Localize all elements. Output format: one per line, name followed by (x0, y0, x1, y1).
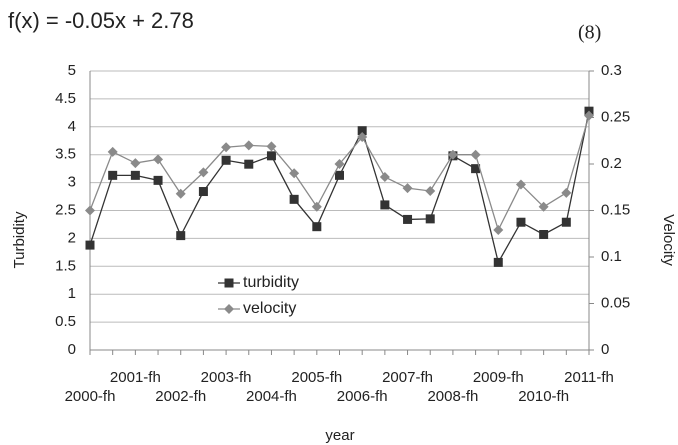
data-point (85, 205, 95, 216)
data-point (266, 151, 276, 161)
data-point (153, 154, 164, 165)
y2-tick-label: 0.15 (601, 201, 630, 218)
data-point (243, 140, 254, 151)
data-point (584, 110, 594, 121)
y2-tick-label: 0.25 (601, 108, 630, 125)
data-point (561, 217, 571, 227)
data-point (108, 170, 118, 180)
x-tick-label: 2007-fh (382, 369, 433, 386)
data-point (153, 175, 163, 185)
data-point (516, 217, 526, 227)
data-point (130, 158, 141, 169)
y2-tick-label: 0.2 (601, 155, 622, 172)
y-axis-label: Turbidity (11, 211, 28, 268)
y2-tick-label: 0.1 (601, 248, 622, 265)
data-point (425, 185, 436, 196)
y-tick-label: 1.5 (55, 257, 76, 274)
y2-tick-label: 0.05 (601, 294, 630, 311)
data-point (447, 149, 458, 160)
data-point (538, 201, 549, 212)
y-tick-label: 5 (68, 62, 76, 79)
data-point (357, 126, 367, 136)
series-line (89, 111, 590, 265)
legend-label: velocity (243, 300, 296, 317)
x-tick-label: 2008-fh (427, 388, 478, 405)
y-tick-label: 3 (68, 174, 76, 191)
data-point (221, 142, 232, 153)
data-point (221, 155, 231, 165)
data-point (403, 214, 413, 224)
x-axis-label: year (325, 427, 354, 444)
data-point (515, 179, 526, 190)
legend-marker (224, 278, 234, 288)
x-tick-label: 2010-fh (518, 388, 569, 405)
y-tick-label: 3.5 (55, 146, 76, 163)
y-tick-label: 1 (68, 285, 76, 302)
x-tick-label: 2006-fh (337, 388, 388, 405)
data-point (311, 201, 322, 212)
data-point (379, 172, 390, 183)
chart-title: f(x) = -0.05x + 2.78 (8, 8, 194, 33)
data-point (561, 187, 572, 198)
x-tick-label: 2004-fh (246, 388, 297, 405)
y-tick-label: 4.5 (55, 90, 76, 107)
data-point (539, 229, 549, 239)
data-point (85, 240, 95, 250)
data-point (107, 146, 118, 157)
data-point (425, 214, 435, 224)
data-point (198, 167, 209, 178)
data-point (289, 194, 299, 204)
y-tick-label: 0.5 (55, 313, 76, 330)
x-tick-label: 2000-fh (65, 388, 116, 405)
x-tick-label: 2011-fh (564, 369, 614, 386)
equation-number: (8) (578, 22, 601, 44)
x-tick-label: 2002-fh (155, 388, 206, 405)
x-tick-label: 2001-fh (110, 369, 161, 386)
data-point (244, 159, 254, 169)
data-point (175, 188, 186, 199)
data-point (198, 187, 208, 197)
data-point (470, 149, 481, 160)
data-point (380, 200, 390, 210)
y-tick-label: 2 (68, 229, 76, 246)
data-point (289, 168, 300, 179)
x-tick-label: 2003-fh (201, 369, 252, 386)
data-point (334, 159, 345, 169)
data-point (335, 170, 344, 180)
legend-label: turbidity (243, 274, 299, 291)
y2-axis-label: Velocity (660, 214, 677, 266)
legend-marker (224, 304, 234, 314)
y2-tick-label: 0 (601, 341, 609, 358)
data-point (312, 222, 322, 232)
y2-tick-label: 0.3 (601, 62, 622, 79)
data-point (471, 164, 481, 174)
data-point (493, 257, 503, 267)
x-tick-label: 2009-fh (473, 369, 524, 386)
data-point (357, 132, 368, 143)
data-point (130, 170, 140, 180)
data-point (402, 183, 413, 194)
data-point (266, 141, 277, 152)
x-tick-label: 2005-fh (291, 369, 342, 386)
data-point (493, 225, 504, 236)
y-tick-label: 4 (68, 118, 76, 135)
data-point (176, 231, 186, 241)
y-tick-label: 0 (68, 341, 76, 358)
y-tick-label: 2.5 (55, 201, 76, 218)
